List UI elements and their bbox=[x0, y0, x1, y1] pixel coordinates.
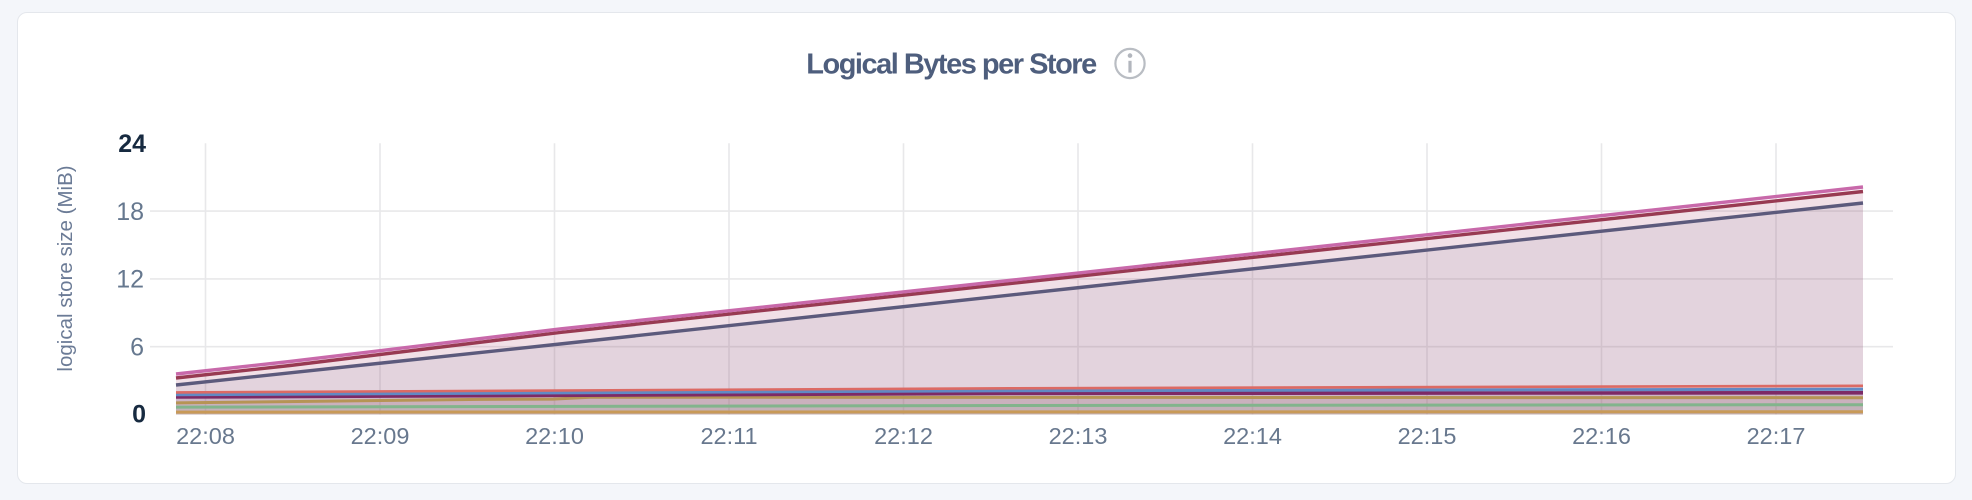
svg-text:0: 0 bbox=[132, 401, 146, 429]
svg-text:22:10: 22:10 bbox=[525, 423, 584, 449]
svg-text:22:15: 22:15 bbox=[1398, 423, 1457, 449]
svg-text:22:08: 22:08 bbox=[176, 423, 235, 449]
svg-text:22:12: 22:12 bbox=[874, 423, 933, 449]
svg-text:22:11: 22:11 bbox=[700, 423, 757, 449]
svg-text:22:17: 22:17 bbox=[1747, 423, 1806, 449]
svg-text:22:14: 22:14 bbox=[1223, 423, 1282, 449]
svg-text:22:13: 22:13 bbox=[1049, 423, 1108, 449]
svg-text:6: 6 bbox=[130, 333, 144, 361]
svg-text:12: 12 bbox=[116, 266, 144, 294]
svg-text:22:16: 22:16 bbox=[1572, 423, 1631, 449]
svg-text:24: 24 bbox=[118, 130, 146, 158]
svg-text:18: 18 bbox=[116, 198, 144, 226]
svg-text:logical store size (MiB): logical store size (MiB) bbox=[54, 165, 77, 371]
svg-text:22:09: 22:09 bbox=[351, 423, 410, 449]
svg-text:Logical Bytes per Store: Logical Bytes per Store bbox=[806, 49, 1097, 81]
